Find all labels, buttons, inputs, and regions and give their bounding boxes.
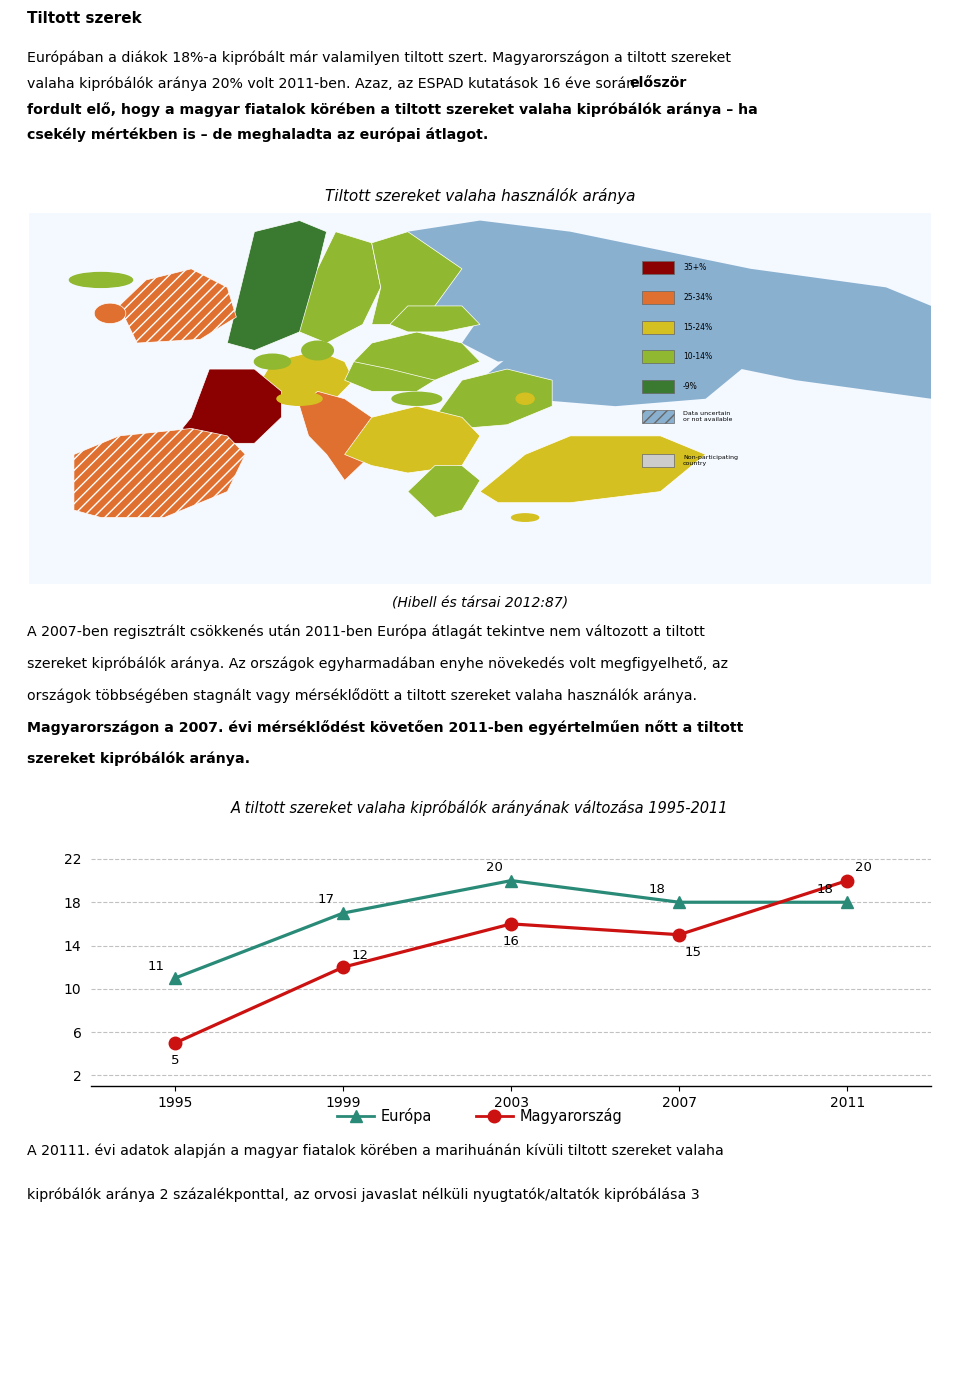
- Text: 35+%: 35+%: [683, 263, 707, 272]
- Ellipse shape: [94, 302, 126, 323]
- Text: 16: 16: [503, 935, 519, 947]
- Text: valaha kipróbálók aránya 20% volt 2011-ben. Azaz, az ESPAD kutatások 16 éve sorá: valaha kipróbálók aránya 20% volt 2011-b…: [27, 77, 639, 91]
- Text: Magyarországon a 2007. évi mérséklődést követően 2011-ben egyértelműen nőtt a ti: Magyarországon a 2007. évi mérséklődést …: [27, 720, 743, 734]
- Polygon shape: [408, 466, 480, 517]
- Text: szereket kipróbálók aránya. Az országok egyharmadában enyhe növekedés volt megfi: szereket kipróbálók aránya. Az országok …: [27, 656, 728, 671]
- Bar: [642, 455, 674, 468]
- Polygon shape: [119, 270, 236, 344]
- Text: 18: 18: [817, 883, 833, 895]
- Polygon shape: [480, 436, 706, 503]
- FancyBboxPatch shape: [29, 213, 931, 584]
- Ellipse shape: [69, 272, 132, 287]
- Polygon shape: [480, 324, 751, 406]
- Text: csekély mértékben is – de meghaladta az európai átlagot.: csekély mértékben is – de meghaladta az …: [27, 128, 489, 142]
- Text: 15: 15: [684, 946, 702, 958]
- Ellipse shape: [277, 392, 323, 406]
- Text: 17: 17: [318, 894, 335, 906]
- Text: szereket kipróbálók aránya.: szereket kipróbálók aránya.: [27, 752, 250, 766]
- Text: -9%: -9%: [683, 382, 698, 390]
- Bar: [642, 320, 674, 334]
- Polygon shape: [345, 362, 435, 392]
- Text: 12: 12: [351, 949, 369, 962]
- Bar: [642, 410, 674, 424]
- Polygon shape: [372, 232, 462, 324]
- Text: A tiltott szereket valaha kipróbálók arányának változása 1995-2011: A tiltott szereket valaha kipróbálók ará…: [231, 800, 729, 817]
- Ellipse shape: [254, 355, 291, 368]
- Text: 11: 11: [147, 960, 164, 972]
- Bar: [642, 261, 674, 275]
- Polygon shape: [228, 220, 336, 351]
- Polygon shape: [435, 368, 552, 429]
- Text: Non-participating
country: Non-participating country: [683, 455, 738, 466]
- Ellipse shape: [516, 393, 534, 404]
- Polygon shape: [182, 368, 281, 443]
- Text: országok többségében stagnált vagy mérséklődött a tiltott szereket valaha haszná: országok többségében stagnált vagy mérsé…: [27, 688, 697, 703]
- Ellipse shape: [512, 514, 539, 521]
- Text: 25-34%: 25-34%: [683, 293, 712, 302]
- Text: Európában a diákok 18%-a kipróbált már valamilyen tiltott szert. Magyarországon : Európában a diákok 18%-a kipróbált már v…: [27, 51, 731, 66]
- Text: Tiltott szerek: Tiltott szerek: [27, 11, 142, 26]
- Text: 20: 20: [855, 861, 873, 874]
- Polygon shape: [390, 307, 480, 331]
- Text: 20: 20: [486, 861, 503, 874]
- Polygon shape: [300, 232, 381, 344]
- Text: kipróbálók aránya 2 százalékponttal, az orvosi javaslat nélküli nyugtatók/altató: kipróbálók aránya 2 százalékponttal, az …: [27, 1188, 700, 1202]
- Polygon shape: [408, 220, 931, 399]
- Ellipse shape: [392, 392, 442, 406]
- Text: (Hibell és társai 2012:87): (Hibell és társai 2012:87): [392, 597, 568, 610]
- Polygon shape: [462, 318, 588, 362]
- Text: 15-24%: 15-24%: [683, 323, 712, 331]
- Bar: [642, 292, 674, 304]
- Text: először: először: [630, 77, 687, 91]
- Text: 10-14%: 10-14%: [683, 352, 712, 362]
- Text: fordult elő, hogy a magyar fiatalok körében a tiltott szereket valaha kipróbálók: fordult elő, hogy a magyar fiatalok köré…: [27, 102, 757, 117]
- Text: Tiltott szereket valaha használók aránya: Tiltott szereket valaha használók aránya: [324, 188, 636, 204]
- Polygon shape: [254, 351, 353, 406]
- Polygon shape: [300, 392, 372, 480]
- Bar: [642, 381, 674, 393]
- Bar: [642, 351, 674, 363]
- Polygon shape: [74, 429, 246, 517]
- Text: Data uncertain
or not available: Data uncertain or not available: [683, 411, 732, 422]
- Text: 18: 18: [649, 883, 665, 895]
- Text: A 20111. évi adatok alapján a magyar fiatalok körében a marihuánán kívüli tiltot: A 20111. évi adatok alapján a magyar fia…: [27, 1144, 724, 1159]
- Text: 5: 5: [171, 1053, 180, 1067]
- Polygon shape: [353, 331, 480, 381]
- Legend: Európa, Magyarország: Európa, Magyarország: [331, 1103, 629, 1130]
- Polygon shape: [345, 406, 480, 473]
- Text: A 2007-ben regisztrált csökkenés után 2011-ben Európa átlagát tekintve nem válto: A 2007-ben regisztrált csökkenés után 20…: [27, 624, 705, 639]
- Ellipse shape: [301, 341, 333, 360]
